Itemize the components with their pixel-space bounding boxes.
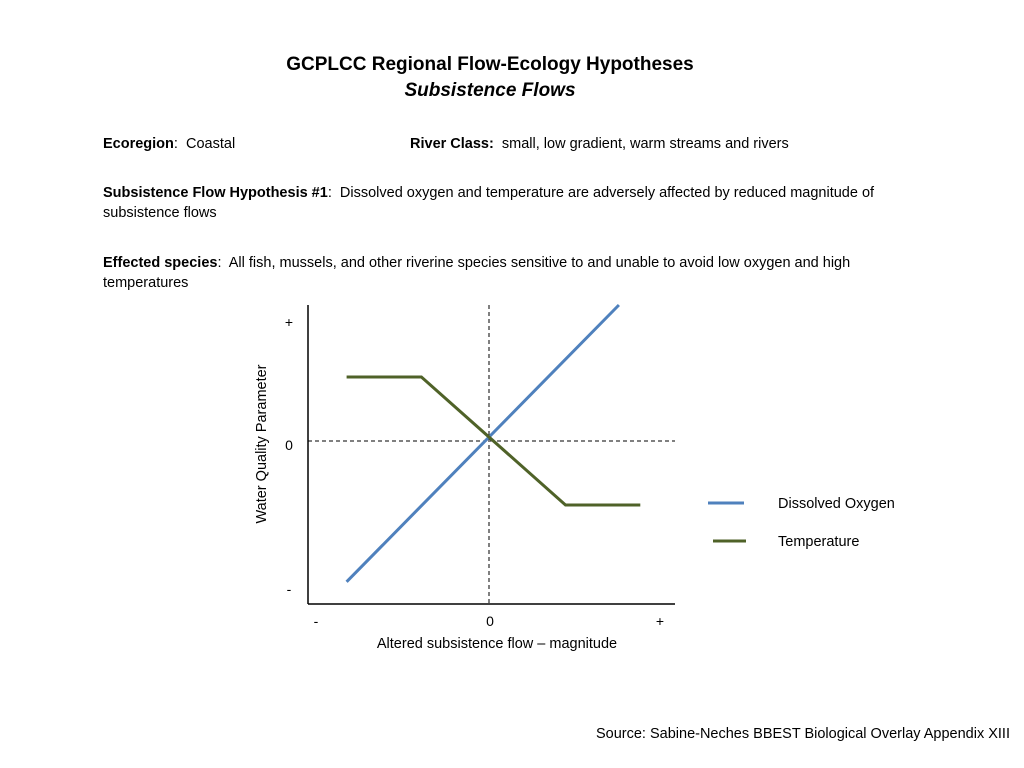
- river-class-line: River Class: small, low gradient, warm s…: [410, 134, 789, 154]
- x-tick-label: +: [656, 613, 664, 629]
- hypothesis-value: Dissolved oxygen and temperature are adv…: [103, 185, 875, 221]
- page-subtitle: Subsistence Flows: [404, 80, 576, 101]
- species-label: Effected species: [103, 255, 218, 271]
- y-tick-label: 0: [285, 437, 293, 453]
- source-note: Source: Sabine-Neches BBEST Biological O…: [595, 726, 1010, 742]
- hypothesis-line: Subsistence Flow Hypothesis #1: Dissolve…: [103, 185, 875, 221]
- ecoregion-label: Ecoregion: [103, 136, 174, 152]
- series-lines: [345, 303, 641, 583]
- ecoregion-value: Coastal: [186, 136, 236, 152]
- page-title: GCPLCC Regional Flow-Ecology Hypotheses: [286, 54, 694, 75]
- tick-labels: - 0 + - 0 +: [285, 314, 664, 629]
- x-tick-label: 0: [486, 613, 494, 629]
- chart-legend: Dissolved Oxygen Temperature: [708, 496, 895, 550]
- temperature-line: [346, 375, 641, 507]
- legend-label-dissolved-oxygen: Dissolved Oxygen: [778, 496, 895, 512]
- y-tick-label: -: [287, 581, 292, 597]
- x-tick-label: -: [314, 613, 319, 629]
- river-class-label: River Class:: [410, 136, 494, 152]
- species-line: Effected species: All fish, mussels, and…: [103, 255, 851, 291]
- y-tick-label: +: [285, 314, 293, 330]
- hypothesis-label: Subsistence Flow Hypothesis #1: [103, 185, 328, 201]
- chart-axes: [307, 305, 675, 605]
- ecoregion-line: Ecoregion: Coastal: [103, 136, 236, 152]
- dissolved-oxygen-line: [345, 303, 620, 583]
- title-block: GCPLCC Regional Flow-Ecology Hypotheses …: [0, 52, 980, 104]
- species-value: All fish, mussels, and other riverine sp…: [103, 255, 851, 291]
- legend-label-temperature: Temperature: [778, 534, 859, 550]
- y-axis-label: Water Quality Parameter: [254, 364, 270, 523]
- river-class-value: small, low gradient, warm streams and ri…: [501, 136, 789, 152]
- reference-lines: [308, 305, 675, 604]
- x-axis-label: Altered subsistence flow – magnitude: [377, 636, 617, 652]
